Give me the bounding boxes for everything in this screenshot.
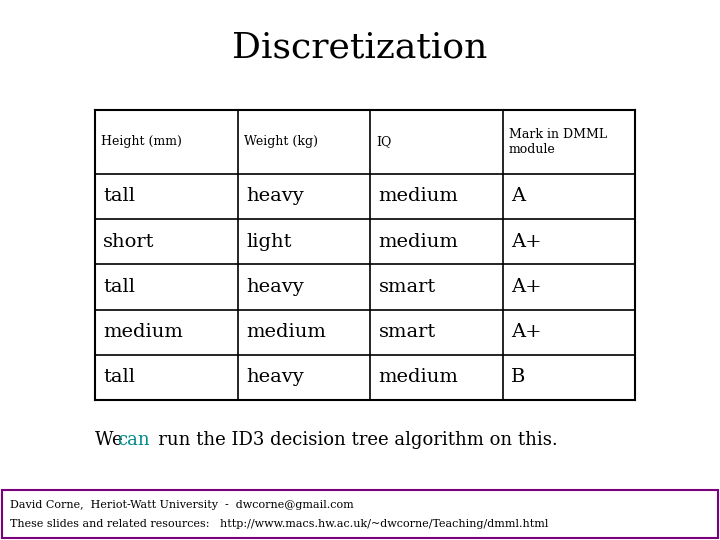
Text: short: short [103, 233, 155, 251]
Text: medium: medium [379, 187, 458, 205]
Text: can: can [117, 431, 150, 449]
Text: IQ: IQ [377, 136, 392, 148]
Text: David Corne,  Heriot-Watt University  -  dwcorne@gmail.com: David Corne, Heriot-Watt University - dw… [10, 501, 354, 510]
Text: Height (mm): Height (mm) [101, 136, 182, 148]
Text: light: light [246, 233, 292, 251]
Text: heavy: heavy [246, 278, 304, 296]
Text: medium: medium [379, 233, 458, 251]
Text: medium: medium [246, 323, 326, 341]
Text: heavy: heavy [246, 368, 304, 387]
Text: heavy: heavy [246, 187, 304, 205]
Text: medium: medium [103, 323, 183, 341]
Text: medium: medium [379, 368, 458, 387]
Bar [2, 490, 718, 538]
Text: smart: smart [379, 323, 436, 341]
Text: tall: tall [103, 187, 135, 205]
Text: Weight (kg): Weight (kg) [244, 136, 318, 148]
Text: smart: smart [379, 278, 436, 296]
Text: tall: tall [103, 278, 135, 296]
Text: run the ID3 decision tree algorithm on this.: run the ID3 decision tree algorithm on t… [141, 431, 558, 449]
Text: A+: A+ [510, 233, 541, 251]
Text: Mark in DMML
module: Mark in DMML module [509, 128, 607, 156]
Text: Discretization: Discretization [233, 31, 487, 65]
Text: tall: tall [103, 368, 135, 387]
Text: We: We [95, 431, 128, 449]
Text: A+: A+ [510, 278, 541, 296]
Text: A: A [510, 187, 525, 205]
Text: These slides and related resources:   http://www.macs.hw.ac.uk/~dwcorne/Teaching: These slides and related resources: http… [10, 518, 549, 529]
Text: A+: A+ [510, 323, 541, 341]
Text: B: B [510, 368, 525, 387]
